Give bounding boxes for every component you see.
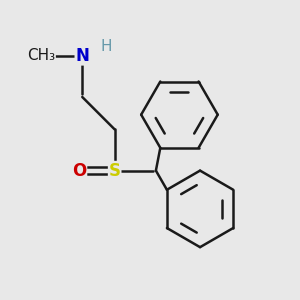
Text: CH₃: CH₃ <box>27 48 55 63</box>
Text: S: S <box>109 162 121 180</box>
Text: O: O <box>72 162 86 180</box>
Text: N: N <box>75 47 89 65</box>
Text: H: H <box>100 39 112 54</box>
